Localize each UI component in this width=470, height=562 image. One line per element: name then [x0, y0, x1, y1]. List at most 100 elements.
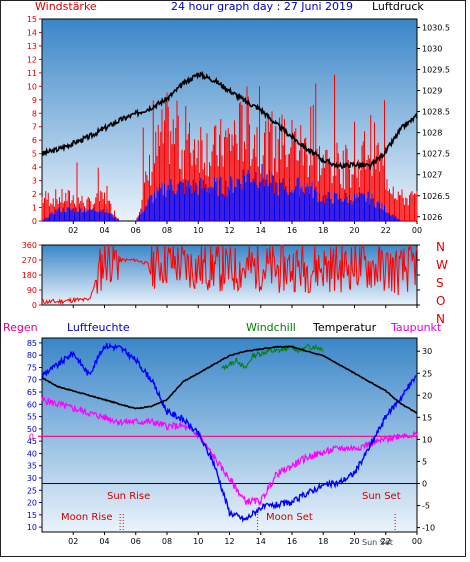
time-tick-label: 20 — [349, 226, 359, 235]
dewpoint-title: Taupunkt — [391, 321, 442, 334]
temperature-tick-label: 25 — [422, 369, 432, 378]
pressure-axis-title: Luftdruck — [372, 0, 424, 13]
wind-tick-label: 3 — [32, 177, 37, 186]
time-tick-label: 20 — [349, 537, 359, 546]
pressure-tick-label: 1030.5 — [422, 23, 450, 32]
direction-tick-label: 0 — [32, 301, 37, 310]
wind-tick-label: 5 — [32, 150, 37, 159]
wind-tick-label: 14 — [27, 28, 37, 37]
direction-label-n: N — [436, 240, 445, 254]
humidity-tick-label: 30 — [27, 474, 37, 483]
temperature-tick-label: 15 — [422, 413, 432, 422]
wind-axis-title: Windstärke — [35, 0, 97, 13]
graph-title: 24 hour graph day : 27 Juni 2019 — [171, 0, 354, 13]
plot-area — [41, 337, 418, 533]
time-tick-label: 06 — [131, 226, 141, 235]
direction-label-s: S — [436, 276, 444, 290]
pressure-tick-label: 1028.5 — [422, 108, 450, 117]
pressure-tick-label: 1029 — [422, 87, 442, 96]
wind-tick-label: 2 — [32, 190, 37, 199]
time-tick-label: 22 — [381, 226, 391, 235]
time-tick-label: 06 — [131, 537, 141, 546]
windchill-title: Windchill — [246, 321, 296, 334]
humidity-tick-label: 10 — [27, 523, 37, 532]
temperature-tick-label: -5 — [422, 502, 430, 511]
wind-direction-chart: 0 90 180 270 360 — [22, 241, 420, 310]
time-tick-label: 16 — [287, 537, 297, 546]
rain-label: 0 — [29, 432, 34, 441]
wind-tick-label: 8 — [32, 109, 37, 118]
humidity-title: Luftfeuchte — [67, 321, 130, 334]
temperature-tick-label: 20 — [422, 391, 432, 400]
direction-tick-label: 180 — [22, 271, 37, 280]
pressure-tick-label: 1027.5 — [422, 150, 450, 159]
humidity-tick-label: 80 — [27, 351, 37, 360]
dewpoint-line — [41, 394, 418, 507]
humidity-tick-label: 55 — [27, 413, 37, 422]
humidity-tick-label: 40 — [27, 449, 37, 458]
temperature-tick-label: -10 — [422, 524, 435, 533]
sun-set-marker-label: Sun Set — [362, 538, 393, 547]
time-tick-label: 04 — [99, 226, 109, 235]
direction-label-w: W — [436, 258, 448, 272]
direction-tick-label: 270 — [22, 256, 37, 265]
pressure-tick-label: 1027 — [422, 171, 442, 180]
moon-rise-label: Moon Rise — [61, 512, 113, 523]
time-tick-label: 08 — [162, 226, 172, 235]
pressure-tick-label: 1028 — [422, 129, 442, 138]
humidity-tick-label: 20 — [27, 499, 37, 508]
humidity-tick-label: 45 — [27, 437, 37, 446]
time-tick-label: 08 — [162, 537, 172, 546]
sun-rise-label: Sun Rise — [107, 491, 151, 502]
time-tick-label: 18 — [318, 226, 328, 235]
humidity-tick-label: 70 — [27, 376, 37, 385]
wind-tick-label: 10 — [27, 82, 37, 91]
time-tick-label: 00 — [412, 537, 422, 546]
wind-tick-label: 4 — [32, 163, 37, 172]
temperature-title: Temperatur — [313, 321, 377, 334]
wind-tick-label: 13 — [27, 42, 37, 51]
humidity-line — [41, 342, 417, 523]
sun-set-label: Sun Set — [362, 491, 401, 502]
humidity-temperature-chart: 10 15 20 25 30 35 40 45 50 55 60 65 70 75 80 85 -10 -5 0 5 1… — [27, 337, 435, 546]
windchill-line — [221, 343, 324, 371]
humidity-tick-label: 50 — [27, 425, 37, 434]
time-tick-label: 18 — [318, 537, 328, 546]
wind-tick-label: 12 — [27, 55, 37, 64]
direction-tick-label: 360 — [22, 241, 37, 250]
humidity-tick-label: 25 — [27, 486, 37, 495]
time-tick-label: 00 — [412, 226, 422, 235]
temperature-tick-label: 10 — [422, 435, 432, 444]
time-tick-label: 10 — [193, 537, 203, 546]
humidity-tick-label: 65 — [27, 388, 37, 397]
pressure-tick-label: 1026.5 — [422, 192, 450, 201]
temperature-tick-label: 5 — [422, 457, 427, 466]
pressure-tick-label: 1030 — [422, 44, 442, 53]
pressure-tick-label: 1026 — [422, 213, 442, 222]
time-tick-label: 12 — [224, 226, 234, 235]
direction-label-n2: N — [436, 312, 445, 326]
humidity-tick-label: 75 — [27, 363, 37, 372]
wind-tick-label: 6 — [32, 136, 37, 145]
humidity-tick-label: 85 — [27, 339, 37, 348]
time-tick-label: 14 — [256, 226, 266, 235]
wind-tick-label: 0 — [32, 217, 37, 226]
wind-pressure-chart: 012345678910111213141510261026.510271027… — [27, 15, 450, 235]
direction-line — [41, 244, 418, 306]
rain-title: Regen — [3, 321, 38, 334]
time-tick-label: 16 — [287, 226, 297, 235]
time-tick-label: 02 — [68, 537, 78, 546]
humidity-tick-label: 15 — [27, 511, 37, 520]
temperature-line — [41, 345, 418, 414]
time-tick-label: 22 — [381, 537, 391, 546]
wind-tick-label: 1 — [32, 204, 37, 213]
time-tick-label: 10 — [193, 226, 203, 235]
pressure-tick-label: 1029.5 — [422, 66, 450, 75]
wind-tick-label: 11 — [27, 69, 37, 78]
time-tick-label: 02 — [68, 226, 78, 235]
time-tick-label: 14 — [256, 537, 266, 546]
humidity-tick-label: 35 — [27, 462, 37, 471]
pressure-line — [41, 70, 418, 171]
humidity-tick-label: 60 — [27, 400, 37, 409]
